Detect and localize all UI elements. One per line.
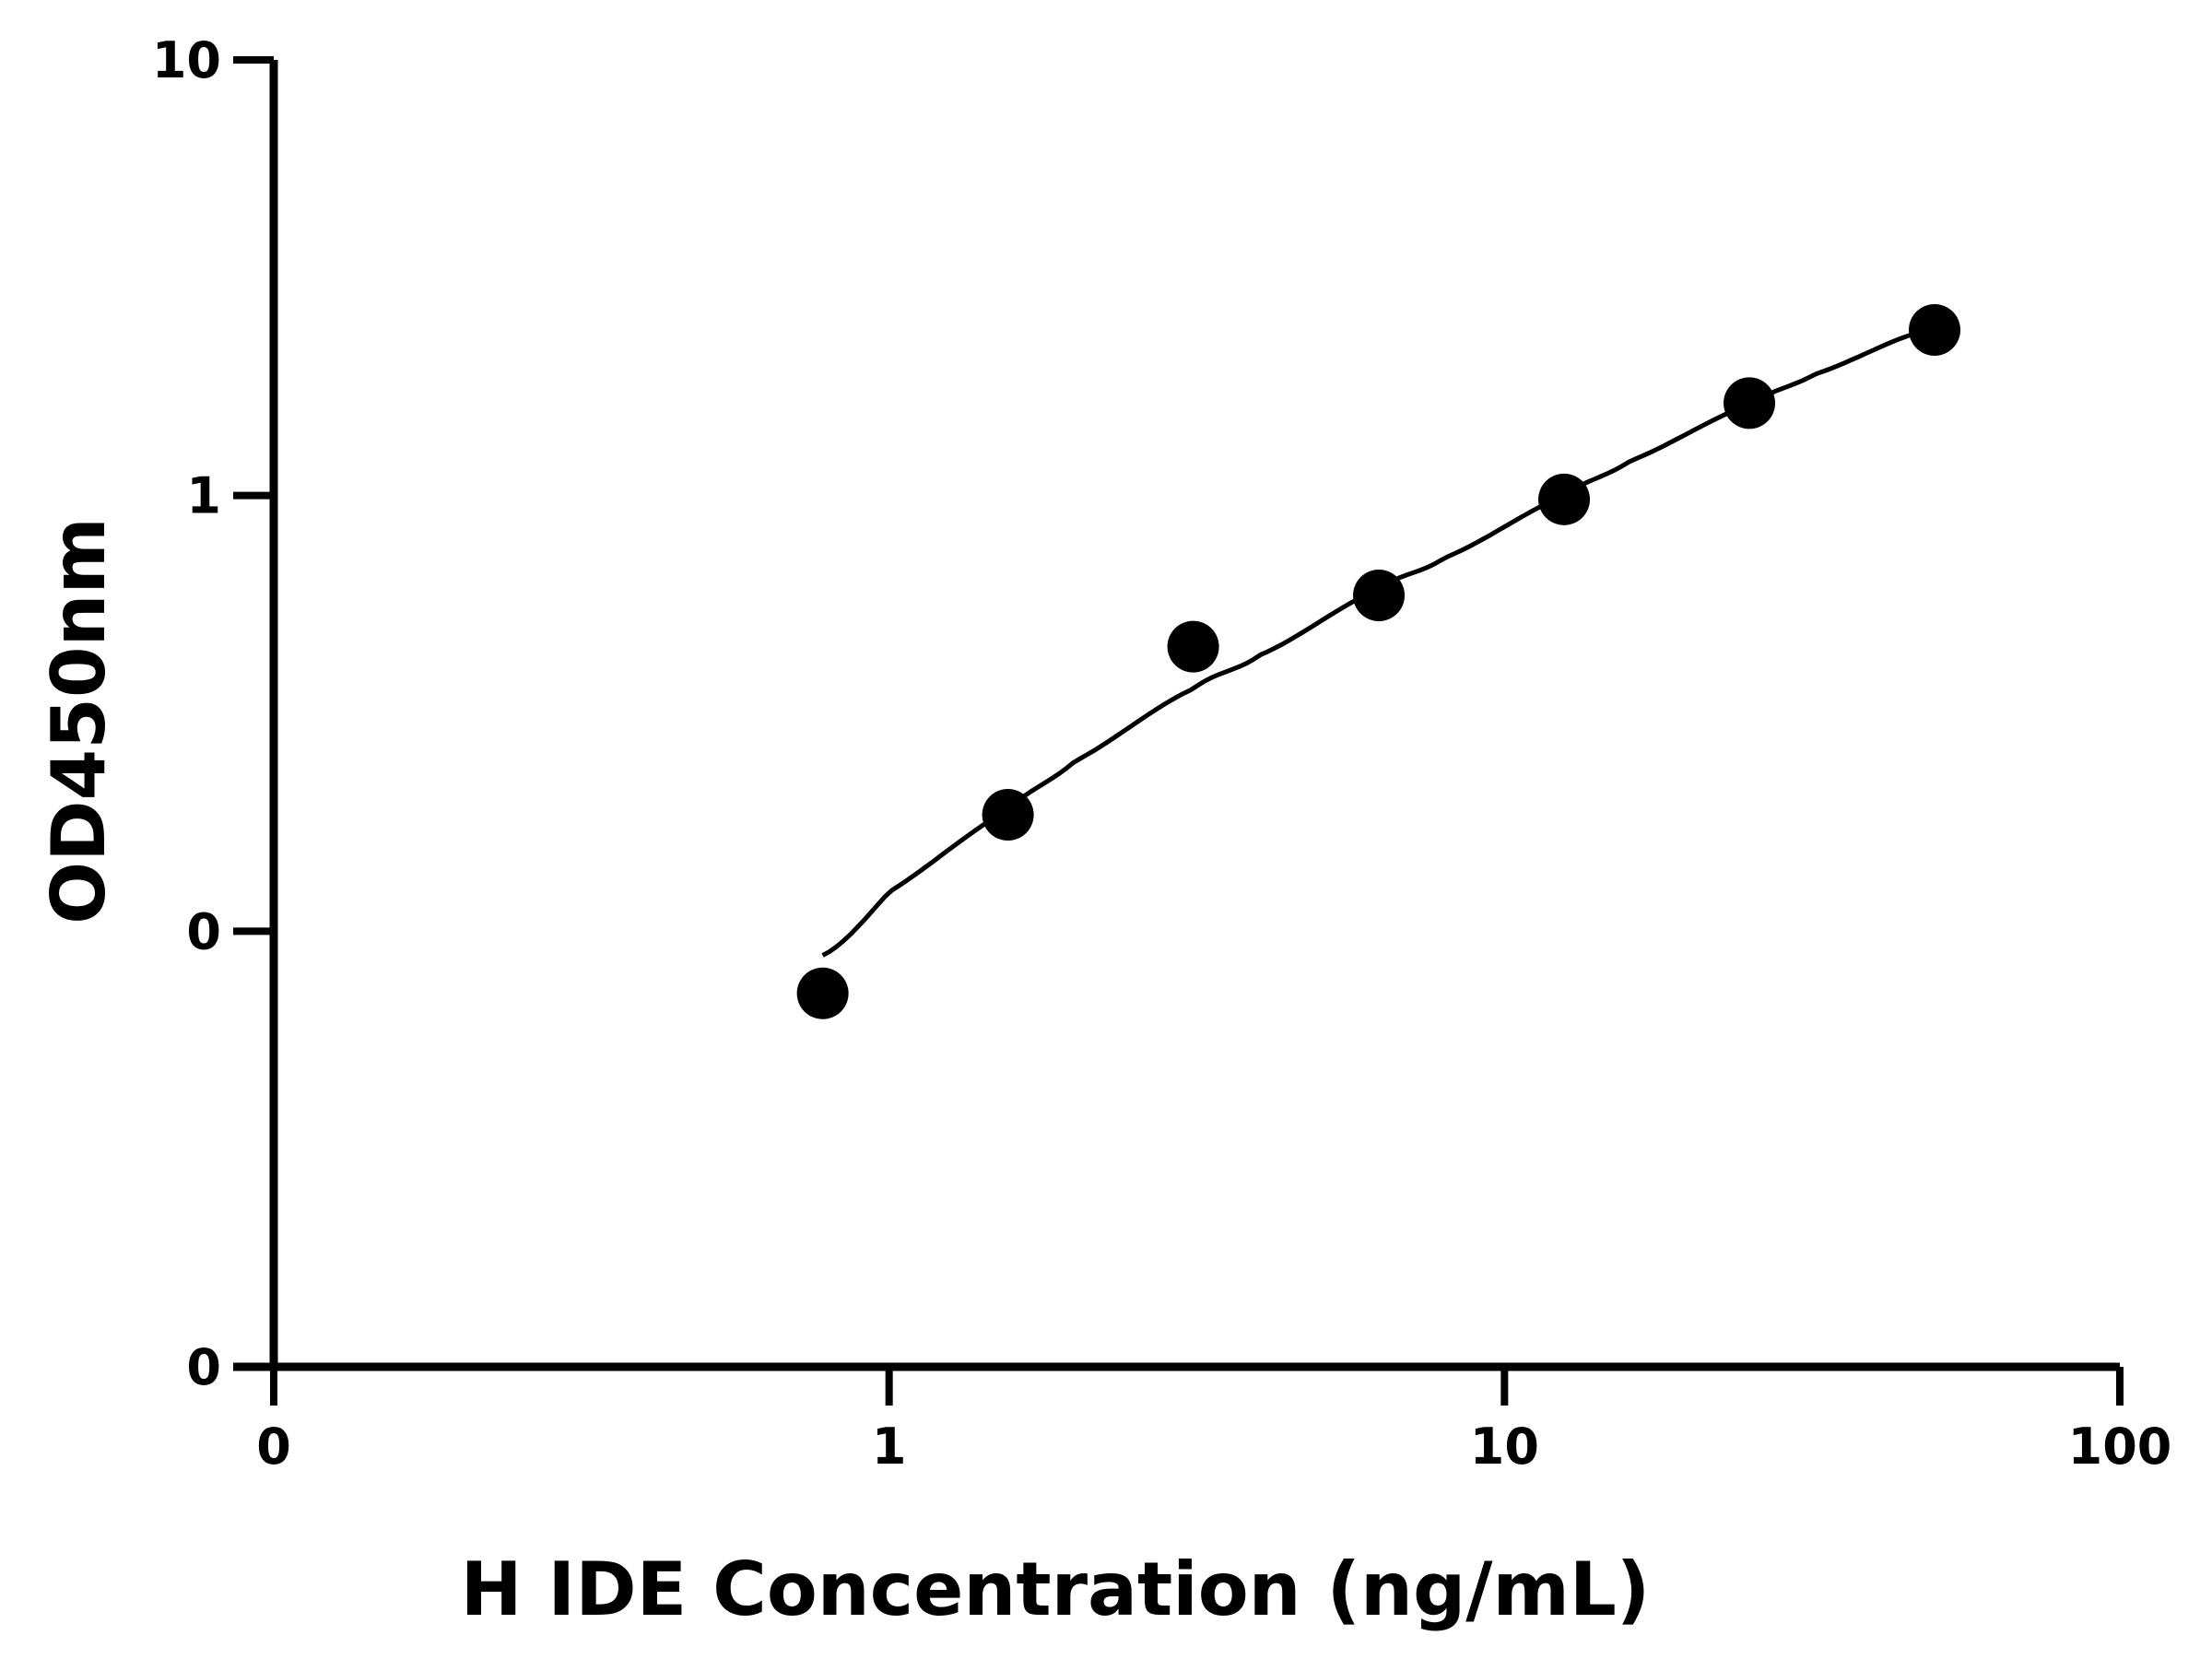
fit-curve — [821, 325, 1936, 958]
x-axis-title: H IDE Concentration (ng/mL) — [461, 1547, 1651, 1632]
data-point — [1724, 377, 1776, 429]
x-ticks: 0 1 10 100 — [256, 1367, 2171, 1476]
y-tick-label: 10 — [152, 31, 221, 89]
x-tick-label: 100 — [2068, 1418, 2172, 1476]
data-point — [796, 967, 849, 1019]
y-tick-label: 0 — [186, 902, 221, 960]
x-tick-label: 1 — [872, 1418, 907, 1476]
data-point — [1167, 620, 1219, 673]
data-point — [1538, 473, 1591, 525]
data-point — [1909, 303, 1961, 356]
x-tick-label: 0 — [256, 1418, 291, 1476]
y-ticks: 0 0 1 10 — [152, 31, 274, 1396]
y-axis-title: OD450nm — [36, 517, 122, 924]
y-tick-label: 0 — [186, 1338, 221, 1396]
x-tick-label: 10 — [1470, 1418, 1539, 1476]
axes — [233, 60, 2120, 1371]
data-point — [1353, 569, 1406, 621]
data-points — [796, 303, 1961, 1019]
data-point — [982, 789, 1034, 841]
y-tick-label: 1 — [186, 467, 221, 525]
